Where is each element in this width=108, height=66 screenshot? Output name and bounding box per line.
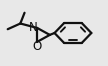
Text: O: O bbox=[33, 40, 42, 53]
Text: N: N bbox=[29, 21, 38, 34]
